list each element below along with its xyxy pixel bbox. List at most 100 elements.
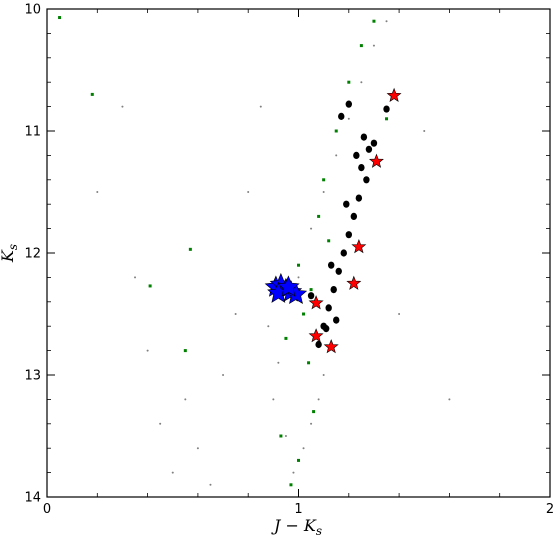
black-star-point <box>327 261 335 269</box>
member-star-point <box>297 458 300 462</box>
member-star-point <box>183 349 187 353</box>
field-star-point <box>272 398 275 401</box>
x-tick-label: 0 <box>43 502 51 517</box>
field-star-point <box>398 313 401 315</box>
member-star-point <box>309 288 313 292</box>
red-star-point <box>346 275 362 290</box>
black-star-point <box>338 112 345 120</box>
member-stars-layer <box>58 16 389 487</box>
member-star-point <box>188 247 192 251</box>
member-star-point <box>347 80 351 84</box>
field-star-point <box>209 483 212 486</box>
field-star-point <box>277 361 280 364</box>
field-star-point <box>385 20 388 23</box>
black-star-point <box>340 249 347 257</box>
black-star-point <box>363 176 370 184</box>
black-star-point <box>350 212 358 220</box>
member-star-point <box>302 312 306 316</box>
field-star-point <box>159 422 162 425</box>
field-star-point <box>317 398 320 401</box>
member-star-point <box>322 178 326 182</box>
field-star-point <box>335 154 338 157</box>
black-star-point <box>330 286 337 294</box>
field-star-point <box>292 471 295 474</box>
field-star-point <box>222 374 225 376</box>
field-star-point <box>360 81 363 84</box>
field-star-point <box>347 117 350 120</box>
red-stars-layer <box>308 87 402 354</box>
black-star-point <box>343 200 350 208</box>
axis-ticks <box>46 8 551 498</box>
field-stars-layer <box>96 20 451 486</box>
member-star-point <box>317 214 321 218</box>
x-tick-label: 1 <box>294 502 302 517</box>
field-star-point <box>423 130 426 132</box>
field-star-point <box>372 44 375 47</box>
black-star-point <box>360 133 368 141</box>
black-star-point <box>325 304 332 312</box>
y-tick-label: 13 <box>24 369 41 384</box>
black-star-point <box>345 100 352 108</box>
x-tick-label: 2 <box>546 502 554 517</box>
member-star-point <box>385 117 389 121</box>
member-star-point <box>327 239 331 243</box>
black-star-point <box>335 267 342 275</box>
member-star-point <box>334 129 338 133</box>
black-star-point <box>353 151 360 159</box>
member-star-point <box>307 361 311 365</box>
black-star-point <box>365 145 373 153</box>
y-tick-label: 11 <box>24 125 41 140</box>
field-star-point <box>322 374 325 376</box>
field-star-point <box>302 447 305 450</box>
member-star-point <box>289 483 293 487</box>
y-tick-label: 12 <box>24 247 41 262</box>
member-star-point <box>359 44 363 48</box>
field-star-point <box>310 422 313 425</box>
y-tick-label: 10 <box>24 3 41 18</box>
member-star-point <box>297 263 300 267</box>
field-star-point <box>247 191 250 193</box>
blue-star-point <box>277 275 300 297</box>
red-star-point <box>308 328 324 343</box>
field-star-point <box>96 191 99 193</box>
field-star-point <box>134 276 137 279</box>
black-star-point <box>358 164 365 172</box>
field-star-point <box>146 349 149 352</box>
field-star-point <box>121 105 124 108</box>
black-star-point <box>370 139 378 147</box>
field-star-point <box>184 398 187 401</box>
blue-stars-layer <box>264 272 308 305</box>
black-star-point <box>383 105 390 113</box>
black-star-point <box>322 325 330 333</box>
y-tick-label: 14 <box>24 491 41 506</box>
x-axis-label: J − Ks <box>271 516 322 538</box>
black-star-point <box>345 231 352 239</box>
black-stars-layer <box>307 100 390 349</box>
plot-frame <box>46 8 551 498</box>
member-star-point <box>58 16 62 20</box>
member-star-point <box>279 434 283 438</box>
field-star-point <box>267 325 270 328</box>
black-star-point <box>355 194 363 202</box>
member-star-point <box>148 284 152 288</box>
field-star-point <box>297 276 300 279</box>
black-star-point <box>315 340 322 349</box>
red-star-point <box>368 153 384 168</box>
field-star-point <box>322 191 325 193</box>
y-axis-label: Ks <box>0 244 20 263</box>
black-star-point <box>333 316 340 324</box>
field-star-point <box>259 105 262 108</box>
field-star-point <box>284 435 287 437</box>
member-star-point <box>372 19 376 23</box>
red-star-point <box>308 295 324 310</box>
field-star-point <box>234 313 237 315</box>
field-star-point <box>310 227 313 230</box>
member-star-point <box>284 336 288 340</box>
member-star-point <box>90 92 94 96</box>
red-star-point <box>323 339 339 354</box>
red-star-point <box>386 87 402 102</box>
member-star-point <box>312 410 316 414</box>
red-star-point <box>351 239 367 254</box>
